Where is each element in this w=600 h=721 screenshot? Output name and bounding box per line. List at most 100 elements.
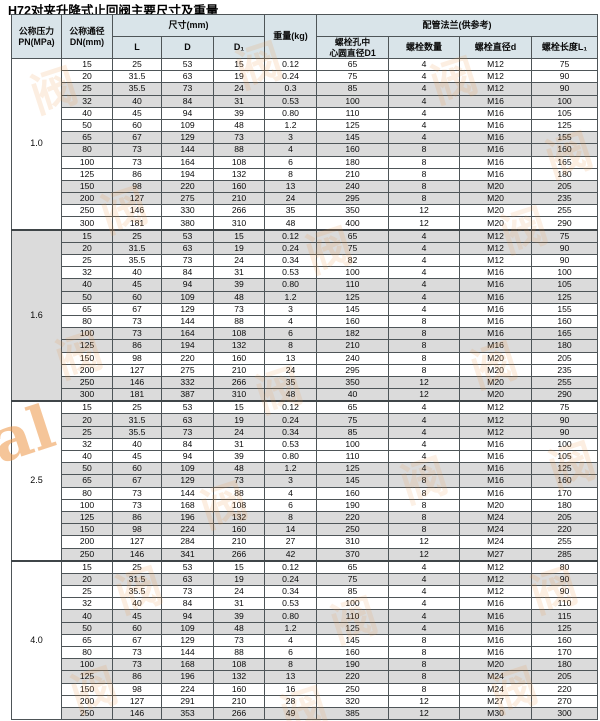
table-cell: 266 (212, 204, 266, 218)
table-cell: M24 (459, 670, 533, 684)
col-group-dimensions: 尺寸(mm) (111, 14, 266, 37)
table-cell: M16 (459, 314, 533, 329)
table-cell: 48 (212, 462, 266, 476)
table-cell: 73 (112, 498, 162, 512)
table-row: 250 146 341 266 42 370 12 M27 285 (12, 547, 599, 562)
table-cell: 255 (531, 535, 599, 549)
table-cell: 15 (212, 559, 266, 574)
table-cell: 350 (316, 375, 390, 390)
table-cell: 8 (388, 339, 461, 353)
table-cell: 75 (316, 413, 390, 427)
table-cell: 180 (531, 167, 599, 181)
table-cell: 32 (61, 597, 113, 611)
table-cell: 6 (264, 155, 318, 169)
table-cell: 4 (264, 314, 318, 329)
table-row: 200 127 291 210 28 320 12 M27 270 (12, 694, 599, 708)
table-row: 32 40 84 31 0.53 100 4 M16 100 (12, 94, 599, 108)
table-cell: 284 (161, 535, 214, 549)
table-cell: 150 (61, 682, 113, 696)
col-header-D1: D₁ (212, 36, 266, 59)
table-cell: 63 (161, 70, 214, 84)
table-cell: 67 (112, 131, 162, 145)
table-cell: 194 (161, 339, 214, 353)
table-cell: 144 (161, 314, 214, 329)
table-cell: M27 (459, 547, 533, 562)
table-row: 2.5 15 25 53 15 0.12 65 4 M12 75 (11, 400, 599, 562)
table-cell: 40 (112, 266, 162, 280)
table-cell: 285 (531, 547, 599, 562)
table-cell: 40 (316, 388, 390, 402)
table-cell: 50 (61, 290, 113, 304)
table-cell: 31 (212, 266, 266, 280)
table-cell: 0.12 (264, 228, 318, 243)
table-cell: 205 (531, 510, 599, 525)
table-cell: 110 (316, 449, 390, 464)
table-cell: 8 (388, 670, 461, 684)
table-cell: 90 (531, 572, 599, 587)
table-cell: 39 (212, 609, 266, 623)
table-cell: 4 (388, 57, 461, 72)
table-cell: 0.53 (264, 94, 318, 108)
table-cell: 205 (531, 179, 599, 194)
table-cell: 132 (212, 670, 266, 684)
table-cell: 65 (61, 131, 113, 145)
table-row: 150 98 224 160 14 250 8 M24 220 (12, 523, 599, 537)
table-cell: 0.24 (264, 572, 318, 587)
table-row: 1.6 15 25 53 15 0.12 65 4 M12 75 (11, 228, 599, 402)
table-cell: 109 (161, 290, 214, 304)
table-cell: 13 (264, 179, 318, 194)
table-row: 50 60 109 48 1.2 125 4 M16 125 (12, 462, 599, 476)
table-cell: 310 (316, 535, 390, 549)
table-cell: 73 (161, 253, 214, 268)
table-row: 40 45 94 39 0.80 110 4 M16 105 (12, 278, 599, 292)
table-cell: 25 (61, 585, 113, 599)
table-cell: M16 (459, 339, 533, 353)
table-cell: M16 (459, 290, 533, 304)
table-cell: 380 (161, 216, 214, 231)
table-cell: 196 (161, 670, 214, 684)
table-cell: 85 (316, 82, 390, 96)
table-cell: 25 (112, 400, 162, 415)
table-cell: 220 (531, 523, 599, 537)
table-cell: 125 (531, 290, 599, 304)
table-cell: 180 (531, 658, 599, 672)
table-cell: 90 (531, 82, 599, 96)
table-cell: 75 (531, 57, 599, 72)
table-cell: 35.5 (112, 253, 162, 268)
table-cell: M16 (459, 462, 533, 476)
table-cell: 0.34 (264, 425, 318, 439)
table-cell: 53 (161, 57, 214, 72)
table-cell: 31.5 (112, 241, 162, 256)
table-cell: 84 (161, 94, 214, 108)
table-cell: 60 (112, 290, 162, 304)
table-cell: 224 (161, 523, 214, 537)
table-cell: 387 (161, 388, 214, 402)
table-cell: 132 (212, 167, 266, 181)
table-cell: 85 (316, 585, 390, 599)
table-cell: 73 (161, 425, 214, 439)
table-cell: 100 (316, 94, 390, 108)
table-cell: 4 (388, 425, 461, 439)
table-cell: 12 (388, 547, 461, 562)
table-cell: 0.12 (264, 57, 318, 72)
table-cell: 4 (264, 633, 318, 648)
table-cell: 127 (112, 694, 162, 708)
table-cell: 266 (212, 706, 266, 721)
table-cell: 144 (161, 486, 214, 500)
table-cell: 105 (531, 449, 599, 464)
table-cell: 182 (316, 327, 390, 341)
table-cell: 8 (388, 179, 461, 194)
table-cell: 98 (112, 351, 162, 365)
table-cell: 90 (531, 70, 599, 84)
table-cell: 150 (61, 523, 113, 537)
table-cell: 19 (212, 413, 266, 427)
table-cell: 240 (316, 351, 390, 365)
table-cell: 4 (388, 572, 461, 587)
table-cell: 13 (264, 351, 318, 365)
table-cell: 45 (112, 278, 162, 292)
table-header: 公称压力 PN(MPa) 公称通径 DN(mm) 尺寸(mm) 重量(kg) 配管法… (11, 14, 599, 59)
table-cell: 19 (212, 70, 266, 84)
table-cell: 4 (388, 302, 461, 316)
table-cell: M16 (459, 278, 533, 292)
table-cell: 110 (316, 106, 390, 120)
